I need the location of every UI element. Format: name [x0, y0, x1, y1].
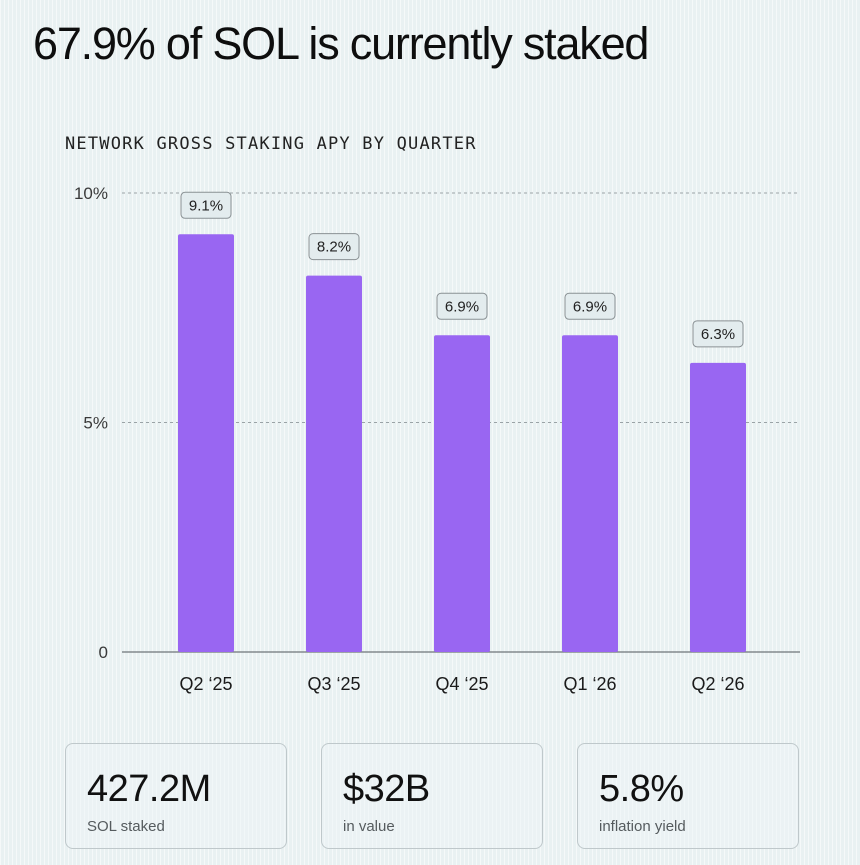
data-label-box [692, 320, 744, 348]
bar [562, 335, 618, 652]
x-tick-label: Q1 ‘26 [563, 674, 616, 694]
y-tick-label: 5% [83, 414, 108, 433]
x-tick-label: Q4 ‘25 [435, 674, 488, 694]
stat-card-value: $32B in value [321, 743, 543, 849]
x-tick-label: Q3 ‘25 [307, 674, 360, 694]
x-tick-label: Q2 ‘26 [691, 674, 744, 694]
bar [178, 234, 234, 652]
data-label-box [180, 191, 232, 219]
data-label-box [436, 292, 488, 320]
data-label: 8.2% [317, 239, 351, 256]
bar [690, 362, 746, 652]
data-label: 9.1% [189, 197, 223, 214]
stat-label: inflation yield [599, 818, 686, 835]
data-label: 6.3% [701, 326, 735, 343]
stat-label: SOL staked [87, 818, 165, 835]
data-label: 6.9% [573, 298, 607, 315]
data-label: 6.9% [445, 298, 479, 315]
stat-value: $32B [343, 768, 430, 810]
stat-card-inflation-yield: 5.8% inflation yield [577, 743, 799, 849]
stat-label: in value [343, 818, 395, 835]
y-tick-label: 10% [74, 184, 108, 203]
stat-card-sol-staked: 427.2M SOL staked [65, 743, 287, 849]
data-label-box [564, 292, 616, 320]
y-tick-label: 0 [99, 643, 108, 662]
x-tick-label: Q2 ‘25 [179, 674, 232, 694]
headline: 67.9% of SOL is currently staked [33, 18, 649, 69]
chart-title: NETWORK GROSS STAKING APY BY QUARTER [65, 134, 477, 154]
stat-value: 427.2M [87, 768, 211, 810]
stat-value: 5.8% [599, 768, 684, 810]
data-label-box [308, 233, 360, 261]
bar-chart: 0 5% 10% 9.1% Q2 ‘25 8.2% Q3 ‘25 6.9% Q4 ‘25 6.9%… [74, 184, 800, 694]
bar [306, 275, 362, 652]
bar [434, 335, 490, 652]
